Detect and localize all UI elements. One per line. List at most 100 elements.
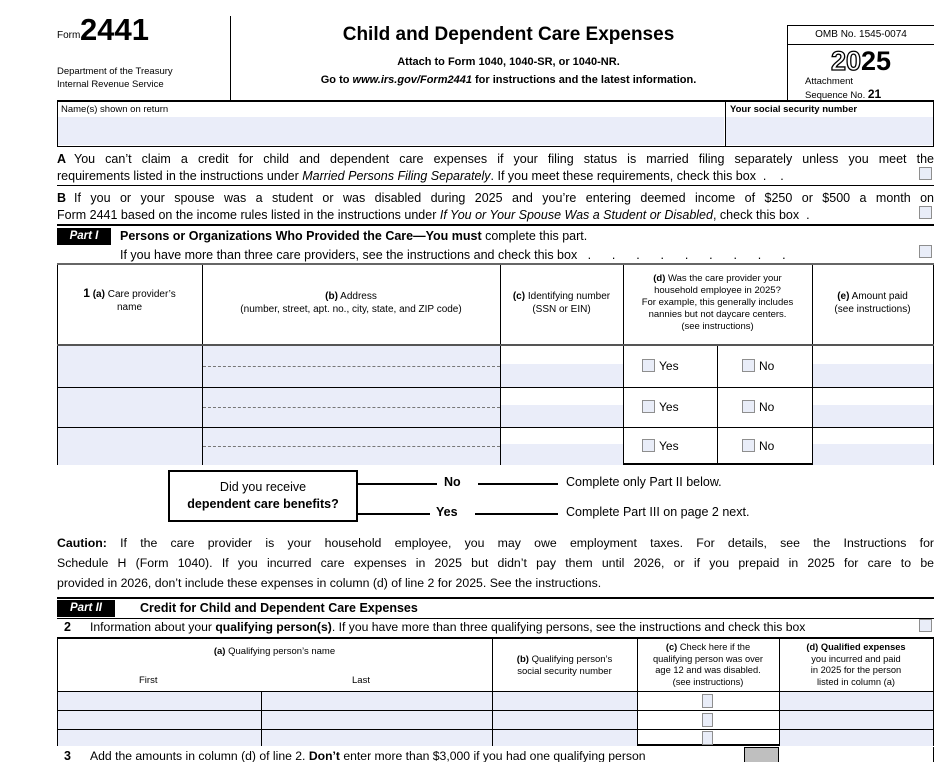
goto-suffix: for instructions and the latest informat… <box>471 74 697 86</box>
household-employee-no-checkbox[interactable] <box>742 359 755 372</box>
first-name-input[interactable] <box>58 692 261 710</box>
caution-line-2: Schedule H (Form 1040). If you incurred … <box>57 556 934 570</box>
sequence-number: 21 <box>867 87 882 101</box>
name-row-bottom-rule <box>57 146 934 147</box>
part2-top-rule <box>57 597 934 599</box>
name-field-label: Name(s) shown on return <box>61 104 169 115</box>
qualified-expenses-input[interactable] <box>780 692 933 710</box>
amount-paid-input[interactable] <box>813 405 933 427</box>
dept-line-2: Internal Revenue Service <box>57 79 164 90</box>
goto-instruction: Go to www.irs.gov/Form2441 for instructi… <box>232 74 785 86</box>
household-employee-yes-checkbox[interactable] <box>642 439 655 452</box>
line-b-checkbox[interactable] <box>919 206 932 219</box>
col-a-header: 1 (a) Care provider’s name <box>83 286 176 314</box>
part1-label: Part I <box>57 228 111 245</box>
line3-text: Add the amounts in column (d) of line 2.… <box>90 749 646 762</box>
goto-prefix: Go to <box>320 74 353 86</box>
household-employee-no-checkbox[interactable] <box>742 400 755 413</box>
leader-dots: . . . . . . . . . <box>577 248 786 262</box>
name-row-right-border <box>933 102 934 146</box>
leader-dots: . <box>799 208 810 222</box>
connector-line <box>358 513 430 515</box>
last-name-input[interactable] <box>262 692 492 710</box>
table-border <box>57 639 58 746</box>
first-name-input[interactable] <box>58 711 261 729</box>
first-name-header: First <box>139 675 158 686</box>
person-ssn-input[interactable] <box>493 692 637 710</box>
leader-dots: . . <box>755 169 784 183</box>
amount-paid-input[interactable] <box>813 444 933 465</box>
household-employee-yes-checkbox[interactable] <box>642 359 655 372</box>
header-bottom-rule <box>57 100 934 102</box>
line-a-text-1: You can’t claim a credit for child and d… <box>74 152 934 166</box>
attach-instruction: Attach to Form 1040, 1040-SR, or 1040-NR… <box>397 56 620 68</box>
qualified-expenses-input[interactable] <box>780 730 933 746</box>
name-row-left-border <box>57 102 58 146</box>
header-row-rule <box>57 691 934 692</box>
provider-name-input[interactable] <box>58 388 202 427</box>
line-a-letter: A <box>57 152 67 166</box>
over-12-disabled-checkbox[interactable] <box>702 713 713 727</box>
provider-id-input[interactable] <box>501 405 623 427</box>
tax-year: 2025 <box>788 45 934 77</box>
ssn-field-label: Your social security number <box>730 104 858 115</box>
flow-yes-label: Yes <box>436 505 458 519</box>
omb-box-top-rule <box>787 25 934 26</box>
no-label: No <box>759 439 775 453</box>
ssn-field-input[interactable] <box>726 117 934 145</box>
qualified-expenses-input[interactable] <box>780 711 933 729</box>
col-divider <box>202 265 203 465</box>
first-name-input[interactable] <box>58 730 261 746</box>
care-provider-table: 1 (a) Care provider’s name (b) Address (nu… <box>57 263 934 465</box>
line-a-checkbox[interactable] <box>919 167 932 180</box>
form-word: Form <box>57 30 81 41</box>
col-divider <box>492 639 493 746</box>
flow-yes-result: Complete Part III on page 2 next. <box>566 505 750 519</box>
household-employee-yes-checkbox[interactable] <box>642 400 655 413</box>
col-b-header: (b) Qualifying person’s social security n… <box>516 654 613 677</box>
provider-name-input[interactable] <box>58 428 202 465</box>
dept-line-1: Department of the Treasury <box>57 66 173 77</box>
over-12-disabled-checkbox[interactable] <box>702 694 713 708</box>
person-ssn-input[interactable] <box>493 730 637 746</box>
name-field-input[interactable] <box>58 117 724 145</box>
col-e-header: (e) Amount paid (see instructions) <box>834 291 911 315</box>
line-b-text-2: Form 2441 based on the income rules list… <box>57 208 810 222</box>
part2-bar-rule <box>57 618 934 619</box>
col-divider <box>637 639 638 746</box>
dependent-care-benefits-question-box: Did you receive dependent care benefits? <box>168 470 358 522</box>
row-rule <box>57 427 934 428</box>
part1-checkbox[interactable] <box>919 245 932 258</box>
part2-title: Credit for Child and Dependent Care Expe… <box>140 601 418 615</box>
tax-year-outline: 20 <box>830 45 861 76</box>
address-split-line <box>203 407 500 408</box>
household-employee-no-checkbox[interactable] <box>742 439 755 452</box>
row-rule <box>57 710 934 711</box>
table-border <box>933 639 934 746</box>
no-label: No <box>759 400 775 414</box>
last-name-header: Last <box>352 675 370 686</box>
line3-entry-number-box <box>744 747 779 762</box>
amount-paid-input[interactable] <box>813 364 933 387</box>
col-c-header: (c) Check here if the qualifying person w… <box>652 642 764 687</box>
ssn-divider <box>725 102 726 146</box>
provider-id-input[interactable] <box>501 364 623 387</box>
person-ssn-input[interactable] <box>493 711 637 729</box>
line2-checkbox[interactable] <box>919 619 932 632</box>
caution-line-3: provided in 2026, don’t include these ex… <box>57 576 602 590</box>
line3-number: 3 <box>64 749 71 762</box>
provider-id-input[interactable] <box>501 444 623 465</box>
provider-name-input[interactable] <box>58 346 202 387</box>
caution-line-1: Caution: If the care provider is your ho… <box>57 536 934 550</box>
flow-no-result: Complete only Part II below. <box>566 475 722 489</box>
header-divider-right <box>787 25 788 100</box>
over-12-disabled-checkbox[interactable] <box>702 731 713 745</box>
last-name-input[interactable] <box>262 711 492 729</box>
col-divider <box>500 265 501 465</box>
part2-label: Part II <box>57 600 115 617</box>
yes-label: Yes <box>659 439 679 453</box>
last-name-input[interactable] <box>262 730 492 746</box>
yes-label: Yes <box>659 359 679 373</box>
omb-box-bottom-rule <box>787 44 934 45</box>
